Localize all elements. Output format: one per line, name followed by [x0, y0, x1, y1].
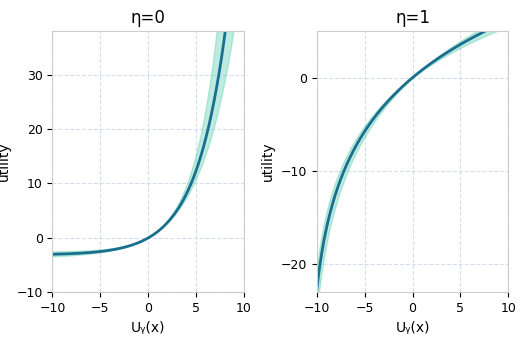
X-axis label: Uᵧ(x): Uᵧ(x) — [395, 321, 430, 335]
Title: η=0: η=0 — [130, 9, 166, 26]
X-axis label: Uᵧ(x): Uᵧ(x) — [131, 321, 166, 335]
Y-axis label: utility: utility — [0, 142, 11, 182]
Title: η=1: η=1 — [395, 9, 430, 26]
Y-axis label: utility: utility — [261, 142, 275, 182]
